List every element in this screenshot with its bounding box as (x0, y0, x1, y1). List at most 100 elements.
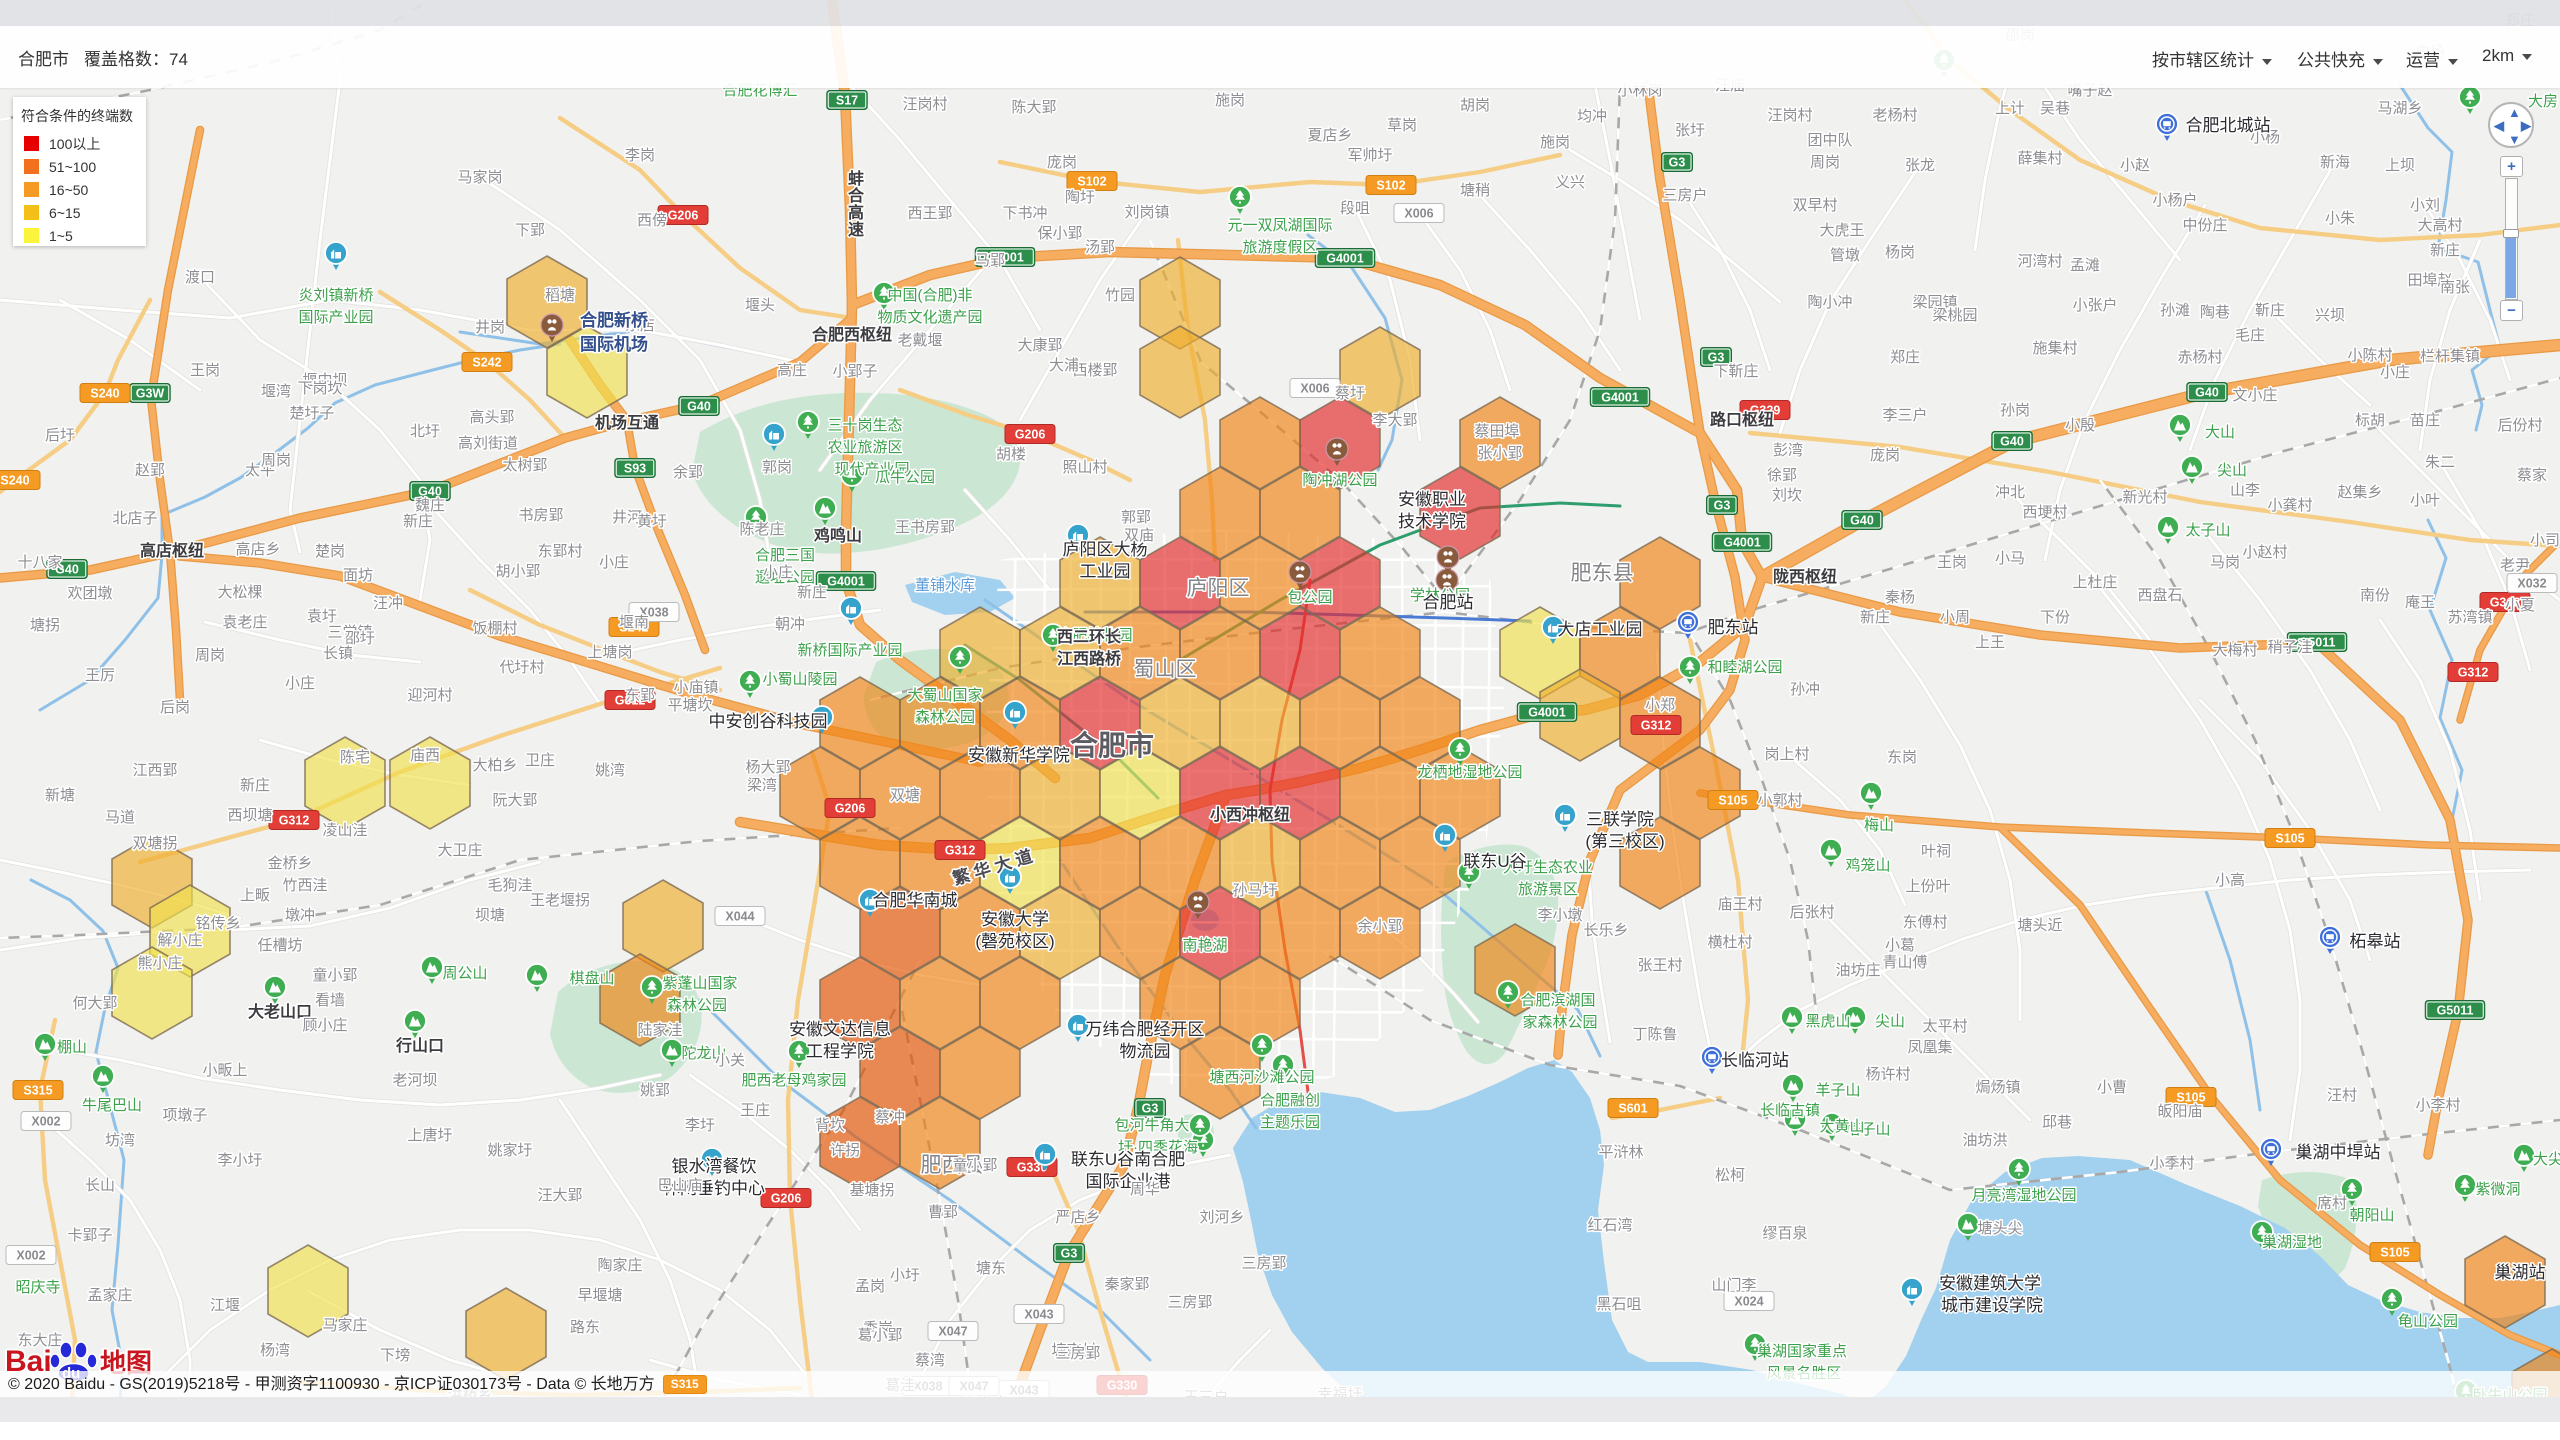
svg-text:堰湾: 堰湾 (261, 383, 291, 400)
svg-text:小朱: 小朱 (2325, 210, 2355, 227)
svg-text:巢湖湿地: 巢湖湿地 (2262, 1234, 2322, 1251)
svg-text:胡岗: 胡岗 (1460, 97, 1490, 114)
svg-text:汤郢: 汤郢 (1085, 239, 1115, 256)
svg-text:蚌: 蚌 (848, 169, 864, 188)
svg-text:S242: S242 (619, 621, 648, 635)
svg-text:董铺水库: 董铺水库 (915, 577, 975, 594)
svg-text:银水湾餐饮: 银水湾餐饮 (672, 1157, 757, 1176)
svg-text:巢湖中垾站: 巢湖中垾站 (2296, 1143, 2381, 1162)
svg-text:东大庄: 东大庄 (17, 1331, 62, 1349)
svg-text:上王: 上王 (1975, 634, 2005, 651)
svg-text:G4001: G4001 (1326, 252, 1364, 266)
svg-text:松柯: 松柯 (1715, 1167, 1745, 1184)
svg-text:魏庄: 魏庄 (415, 496, 445, 514)
svg-text:S102: S102 (1077, 175, 1106, 189)
svg-text:陈宅: 陈宅 (340, 748, 370, 766)
svg-text:毛庄: 毛庄 (2235, 326, 2265, 344)
svg-text:合肥滨湖国: 合肥滨湖国 (1520, 992, 1595, 1009)
svg-text:上坝: 上坝 (2385, 157, 2415, 174)
svg-text:寿县蜀山: 寿县蜀山 (842, 439, 902, 456)
svg-text:X002: X002 (16, 1249, 45, 1263)
svg-text:大康郢: 大康郢 (1017, 337, 1062, 354)
svg-text:上畈: 上畈 (240, 887, 270, 904)
svg-text:S105: S105 (2275, 832, 2304, 846)
svg-text:G40: G40 (418, 485, 442, 499)
svg-text:朱二: 朱二 (2425, 454, 2455, 471)
svg-text:老河坝: 老河坝 (392, 1072, 437, 1089)
svg-text:卡郢子: 卡郢子 (67, 1227, 112, 1244)
svg-text:瓜牛公园: 瓜牛公园 (875, 469, 935, 486)
svg-text:小陈村: 小陈村 (2347, 346, 2392, 364)
svg-text:小龚村: 小龚村 (2267, 497, 2312, 514)
svg-text:蔡冲: 蔡冲 (875, 1109, 905, 1126)
svg-text:黑石咀: 黑石咀 (1596, 1296, 1641, 1313)
svg-text:北圩: 北圩 (410, 423, 440, 440)
svg-text:上计: 上计 (1995, 100, 2025, 117)
svg-text:技术学院: 技术学院 (1398, 512, 1466, 531)
svg-text:席村: 席村 (2317, 1195, 2347, 1212)
svg-text:西埂村: 西埂村 (2022, 504, 2067, 521)
svg-text:汪村: 汪村 (2327, 1087, 2357, 1104)
svg-text:长临古镇: 长临古镇 (1760, 1102, 1820, 1119)
svg-text:高: 高 (848, 203, 864, 222)
svg-text:合: 合 (848, 186, 865, 205)
svg-text:许拐: 许拐 (830, 1142, 860, 1159)
svg-text:井河: 井河 (612, 509, 642, 526)
svg-text:汪大郢: 汪大郢 (537, 1187, 582, 1204)
svg-text:西王郢: 西王郢 (907, 205, 952, 222)
svg-text:长镇: 长镇 (323, 645, 353, 662)
svg-text:G3: G3 (1061, 1247, 1078, 1261)
svg-text:严店乡: 严店乡 (1055, 1209, 1100, 1226)
svg-text:面坊: 面坊 (343, 567, 373, 584)
svg-text:高头郢: 高头郢 (469, 409, 514, 426)
svg-text:X038: X038 (639, 606, 668, 620)
svg-text:三房郢: 三房郢 (1167, 1294, 1212, 1311)
svg-text:上份叶: 上份叶 (1905, 878, 1950, 895)
svg-text:江西郢: 江西郢 (132, 762, 177, 779)
svg-text:塘西河沙滩公园: 塘西河沙滩公园 (1209, 1069, 1314, 1086)
svg-text:元一双凤湖国际: 元一双凤湖国际 (1227, 217, 1332, 234)
svg-text:大老山口: 大老山口 (248, 1002, 312, 1021)
svg-text:新庄: 新庄 (240, 776, 270, 794)
svg-text:下郢: 下郢 (515, 222, 545, 239)
svg-text:后岗: 后岗 (160, 699, 190, 716)
svg-text:大圩生态农业: 大圩生态农业 (1503, 859, 1593, 876)
svg-text:季岗: 季岗 (863, 1320, 893, 1337)
svg-text:看墙: 看墙 (315, 992, 345, 1009)
svg-text:物质文化遗产园: 物质文化遗产园 (877, 309, 982, 326)
svg-text:解小庄: 解小庄 (157, 931, 202, 949)
svg-text:大梅村: 大梅村 (2212, 642, 2257, 659)
svg-text:旅游度假区: 旅游度假区 (1242, 239, 1317, 256)
svg-text:吴巷: 吴巷 (2040, 100, 2070, 117)
svg-text:坊湾: 坊湾 (105, 1132, 135, 1149)
svg-text:张圩: 张圩 (1675, 122, 1705, 139)
svg-text:赵郢: 赵郢 (135, 462, 165, 479)
svg-text:赤杨村: 赤杨村 (2177, 349, 2222, 366)
svg-text:中份庄: 中份庄 (2182, 216, 2227, 234)
svg-text:西坝塘: 西坝塘 (227, 807, 272, 824)
svg-text:X002: X002 (31, 1115, 60, 1129)
svg-text:欢团墩: 欢团墩 (67, 585, 112, 602)
svg-text:陆家洼: 陆家洼 (637, 1022, 682, 1039)
svg-text:牛尾巴山: 牛尾巴山 (82, 1097, 142, 1114)
svg-text:塘东: 塘东 (976, 1260, 1006, 1277)
svg-text:张龙: 张龙 (1905, 157, 1935, 174)
svg-text:联东U谷南合肥: 联东U谷南合肥 (1071, 1150, 1185, 1169)
svg-text:G3: G3 (1142, 1102, 1159, 1116)
svg-text:十八家: 十八家 (17, 554, 62, 571)
svg-text:邱巷: 邱巷 (2042, 1114, 2072, 1131)
svg-text:G312: G312 (279, 814, 310, 828)
svg-text:鸡笼山: 鸡笼山 (1845, 857, 1890, 874)
svg-text:高庄: 高庄 (777, 361, 807, 379)
svg-text:葛小郢: 葛小郢 (857, 1327, 902, 1344)
svg-text:稻塘: 稻塘 (545, 287, 575, 304)
svg-text:G3: G3 (1708, 351, 1725, 365)
svg-text:西傍: 西傍 (637, 212, 667, 229)
svg-text:太子山: 太子山 (2185, 522, 2230, 539)
svg-text:合肥北城站: 合肥北城站 (2186, 116, 2271, 135)
svg-text:新海: 新海 (2320, 154, 2350, 171)
svg-text:彭湾: 彭湾 (1773, 442, 1803, 459)
svg-text:凤凰集: 凤凰集 (1907, 1039, 1952, 1056)
svg-text:S105: S105 (1718, 794, 1747, 808)
svg-text:竹园: 竹园 (1105, 287, 1135, 304)
